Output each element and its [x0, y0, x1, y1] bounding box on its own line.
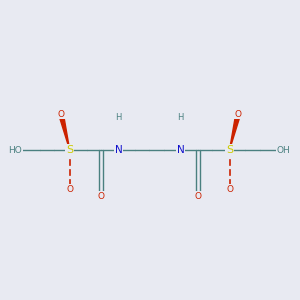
- Text: HO: HO: [8, 146, 22, 154]
- Polygon shape: [59, 112, 70, 150]
- Text: H: H: [177, 113, 184, 122]
- Text: O: O: [98, 192, 105, 201]
- Text: S: S: [66, 145, 73, 155]
- Text: O: O: [58, 110, 65, 119]
- Text: N: N: [115, 145, 122, 155]
- Text: H: H: [116, 113, 122, 122]
- Text: O: O: [194, 192, 202, 201]
- Text: S: S: [226, 145, 233, 155]
- Text: O: O: [235, 110, 242, 119]
- Text: O: O: [66, 185, 73, 194]
- Polygon shape: [230, 112, 240, 150]
- Text: O: O: [226, 185, 233, 194]
- Text: N: N: [177, 145, 184, 155]
- Text: OH: OH: [277, 146, 291, 154]
